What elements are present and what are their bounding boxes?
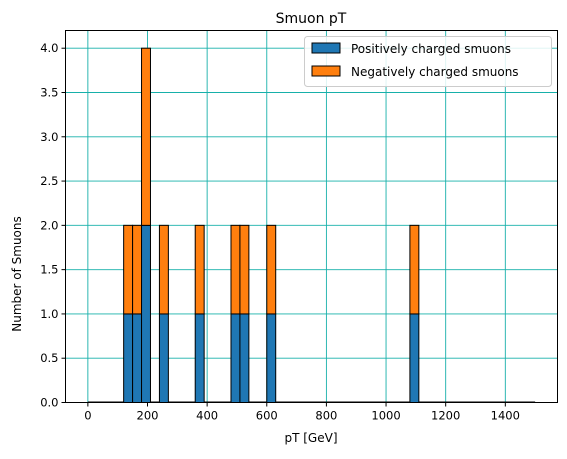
bar-negative [230,224,241,315]
bar-positive [194,313,205,403]
bar-positive [123,313,134,403]
x-tick-label: 0 [84,409,91,423]
legend-label-negative: Negatively charged smuons [351,65,519,79]
bar-negative [194,224,205,315]
bar-positive [239,313,250,403]
legend-box [304,36,552,87]
bar-positive [230,313,241,403]
bar-positive [409,313,420,403]
legend-label-positive: Positively charged smuons [351,42,511,56]
bar-positive [266,313,277,403]
x-tick-label: 1200 [431,409,460,423]
legend-swatch-negative [311,65,341,77]
y-tick-label: 4.0 [40,41,58,55]
y-tick-label: 2.5 [40,174,58,188]
x-tick-label: 800 [315,409,337,423]
bar-negative [266,224,277,315]
chart-title: Smuon pT [276,11,347,27]
x-tick-label: 1000 [371,409,400,423]
x-axis-label: pT [GeV] [284,431,337,445]
bar-negative [409,224,420,315]
legend-swatch-positive [311,42,341,54]
bar-negative [141,47,151,226]
y-tick-label: 0.5 [40,351,58,365]
y-axis-label: Number of Smuons [10,216,24,332]
y-tick-label: 1.0 [40,307,58,321]
x-tick-label: 400 [196,409,218,423]
y-tick-label: 2.0 [40,218,58,232]
bar-negative [123,224,134,315]
legend: Positively charged smuons Negatively cha… [304,36,552,87]
bar-negative [158,224,169,315]
bar-positive [132,313,143,403]
y-tick-label: 3.0 [40,130,58,144]
y-tick-label: 0.0 [40,396,58,410]
x-tick-label: 1400 [491,409,520,423]
bar-negative [239,224,250,315]
bar-positive [158,313,169,403]
x-tick-label: 600 [256,409,278,423]
y-tick-label: 1.5 [40,263,58,277]
bar-negative [132,224,143,315]
plot-frame [65,30,558,403]
x-tick-label: 200 [137,409,159,423]
y-tick-label: 3.5 [40,86,58,100]
x-axis-ticks: 0 200 400 600 800 1000 1200 1400 [84,402,520,423]
bar-positive [141,224,151,403]
y-axis-ticks: 0.0 0.5 1.0 1.5 2.0 2.5 3.0 3.5 4.0 [40,41,66,410]
